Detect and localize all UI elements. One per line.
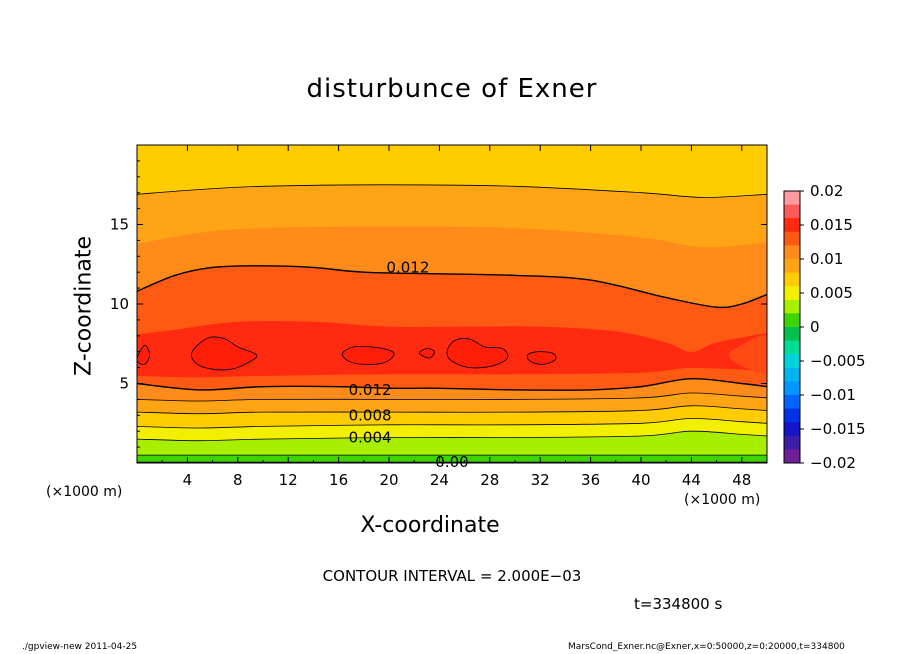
- x-tick-label-16: 16: [329, 471, 348, 489]
- x-axis-label: X-coordinate: [360, 513, 500, 538]
- colorbar-label-2: 0.01: [810, 250, 843, 268]
- contour-interval-text: CONTOUR INTERVAL = 2.000E−03: [322, 567, 582, 585]
- colorbar-swatch-2: [784, 218, 800, 233]
- colorbar-swatch-13: [784, 367, 800, 382]
- x-unit-right: (×1000 m): [684, 492, 761, 508]
- x-unit-left: (×1000 m): [46, 484, 123, 500]
- right-edge-blob: [729, 335, 767, 374]
- colorbar-label-4: 0: [810, 318, 820, 336]
- colorbar-swatch-0: [784, 191, 800, 205]
- time-label: t=334800 s: [634, 595, 723, 613]
- colorbar: 0.02 0.015 0.01 0.005 0 −0.005 −0.01 −0.015 −0.0…: [783, 182, 866, 472]
- colorbar-swatch-17: [784, 422, 800, 437]
- contour-line-0.012-7: [137, 265, 767, 309]
- contour-line-0.008-4: [137, 405, 767, 415]
- contour-labels: 0.012 0.012 0.008 0.004 0.00: [349, 258, 469, 471]
- colorbar-swatch-12: [784, 354, 800, 369]
- x-tick-label-32: 32: [531, 471, 550, 489]
- contour-blob-3: [446, 338, 509, 369]
- contour-blob-4: [526, 351, 557, 365]
- colorbar-swatch-15: [784, 395, 800, 409]
- y-tick-label-15: 15: [110, 216, 129, 234]
- chart-title: disturbunce of Exner: [306, 74, 598, 104]
- filled-contour-bands: [137, 145, 767, 463]
- colorbar-label-7: −0.015: [810, 420, 866, 438]
- contour-blob-5: [137, 344, 151, 365]
- colorbar-label-3: 0.005: [810, 284, 853, 302]
- colorbar-swatch-3: [784, 231, 800, 246]
- contour-line-0.010-8: [137, 184, 767, 198]
- y-tick-label-10: 10: [110, 295, 129, 313]
- contour-line-0.012-6: [137, 377, 767, 391]
- colorbar-swatch-8: [784, 299, 800, 314]
- x-tick-label-40: 40: [631, 471, 650, 489]
- x-tick-label-28: 28: [480, 471, 499, 489]
- colorbar-label-1: 0.015: [810, 216, 853, 234]
- contour-blob-1: [341, 345, 395, 365]
- colorbar-swatch-16: [784, 408, 800, 423]
- y-axis-label: Z-coordinate: [71, 236, 97, 376]
- contour-label-1: 0.012: [349, 381, 392, 399]
- colorbar-label-6: −0.01: [810, 386, 856, 404]
- x-tick-label-44: 44: [682, 471, 701, 489]
- colorbar-swatch-18: [784, 435, 800, 450]
- colorbar-swatch-19: [784, 449, 800, 464]
- colorbar-swatch-5: [784, 259, 800, 273]
- x-tick-label-36: 36: [581, 471, 600, 489]
- contour-line-0.004-2: [137, 430, 767, 442]
- colorbar-swatch-9: [784, 313, 800, 328]
- y-tick-label-5: 5: [119, 375, 129, 393]
- x-tick-label-12: 12: [279, 471, 298, 489]
- colorbar-swatch-6: [784, 272, 800, 287]
- contour-label-2: 0.008: [349, 406, 392, 424]
- colorbar-swatch-11: [784, 340, 800, 355]
- x-tick-label-4: 4: [183, 471, 193, 489]
- x-tick-label-8: 8: [233, 471, 243, 489]
- contour-line-0.010-5: [137, 392, 767, 402]
- colorbar-swatch-7: [784, 286, 800, 301]
- contour-label-0: 0.012: [386, 258, 429, 276]
- contour-line-0.006-3: [137, 418, 767, 429]
- colorbar-swatch-14: [784, 381, 800, 396]
- x-tick-label-24: 24: [430, 471, 449, 489]
- contour-blob-0: [190, 336, 258, 371]
- colorbar-label-8: −0.02: [810, 454, 856, 472]
- colorbar-swatch-1: [784, 204, 800, 219]
- footer-left: ./gpview-new 2011-04-25: [22, 642, 138, 652]
- x-tick-label-48: 48: [732, 471, 751, 489]
- contour-label-4: 0.00: [435, 453, 468, 471]
- footer-right: MarsCond_Exner.nc@Exner,x=0:50000,z=0:20…: [568, 642, 845, 652]
- contour-lines: [137, 184, 767, 463]
- colorbar-label-0: 0.02: [810, 182, 843, 200]
- contour-label-3: 0.004: [349, 429, 392, 447]
- contour-blob-2: [418, 348, 435, 359]
- colorbar-label-5: −0.005: [810, 352, 866, 370]
- x-tick-label-20: 20: [379, 471, 398, 489]
- colorbar-swatch-10: [784, 327, 800, 341]
- colorbar-swatch-4: [784, 245, 800, 260]
